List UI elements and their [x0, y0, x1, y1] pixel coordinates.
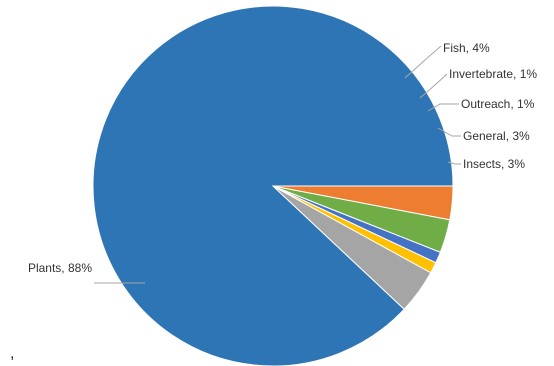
- slice-label-invertebrate: Invertebrate, 1%: [449, 67, 537, 81]
- pie-slices: [92, 5, 454, 366]
- label-leader-lines: [94, 45, 461, 284]
- leader-line-insects: [447, 161, 461, 165]
- slice-label-plants: Plants, 88%: [28, 261, 92, 275]
- leader-line-outreach: [427, 103, 459, 112]
- slice-label-outreach: Outreach, 1%: [461, 97, 535, 111]
- leader-line-general: [437, 127, 461, 137]
- leader-line-invertebrate: [419, 73, 448, 99]
- slice-labels: Plants, 88% Fish, 4% Invertebrate, 1% Outre…: [28, 41, 537, 275]
- slice-label-insects: Insects, 3%: [463, 157, 525, 171]
- slice-label-fish: Fish, 4%: [443, 41, 490, 55]
- slice-label-general: General, 3%: [463, 129, 530, 143]
- pie-slice-insects: [272, 185, 454, 221]
- stray-comma-mark: ,: [10, 345, 14, 362]
- leader-line-fish: [404, 45, 442, 79]
